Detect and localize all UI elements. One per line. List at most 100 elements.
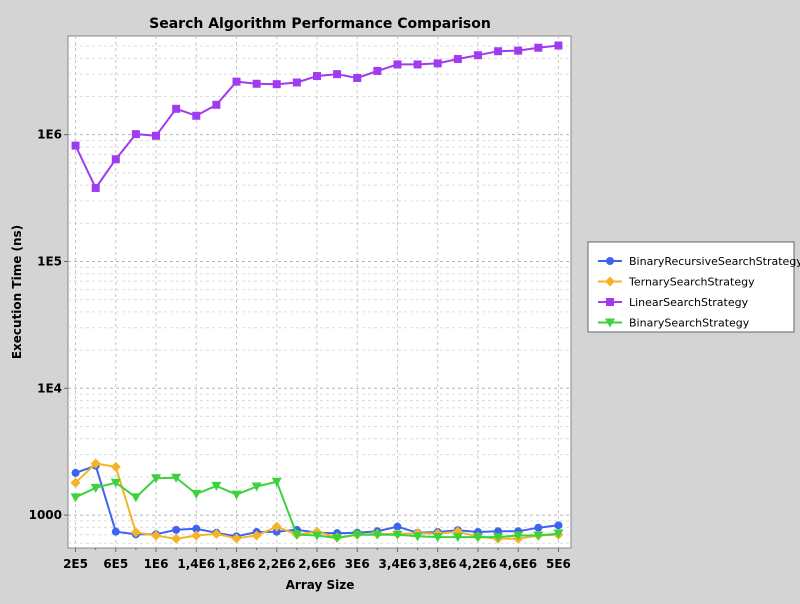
x-tick-label: 2,2E6 bbox=[258, 557, 296, 571]
data-point bbox=[251, 482, 262, 492]
data-point bbox=[271, 477, 282, 487]
data-point bbox=[71, 141, 80, 150]
y-tick-label: 1E6 bbox=[37, 128, 62, 142]
data-point bbox=[392, 530, 403, 540]
data-point bbox=[90, 458, 101, 469]
x-tick-label: 4,2E6 bbox=[459, 557, 497, 571]
data-point bbox=[212, 100, 221, 109]
data-point bbox=[130, 527, 141, 538]
data-point bbox=[211, 528, 222, 539]
data-point bbox=[513, 531, 524, 541]
legend-box bbox=[587, 241, 795, 333]
plot-area bbox=[67, 35, 572, 549]
data-point bbox=[472, 533, 483, 543]
data-point bbox=[494, 47, 503, 56]
y-axis-label: Execution Time (ns) bbox=[10, 225, 24, 359]
data-point bbox=[231, 533, 242, 544]
x-axis-label: Array Size bbox=[286, 578, 355, 592]
data-point bbox=[110, 461, 121, 472]
data-point bbox=[311, 531, 322, 541]
data-point bbox=[393, 522, 402, 531]
data-point bbox=[373, 66, 382, 75]
data-point bbox=[393, 60, 402, 69]
data-point bbox=[151, 474, 162, 484]
series-layer bbox=[70, 41, 564, 544]
legend-label: LinearSearchStrategy bbox=[629, 296, 749, 309]
data-point bbox=[554, 41, 563, 50]
y-tick-label: 1E5 bbox=[37, 254, 62, 268]
data-point bbox=[70, 477, 81, 488]
x-tick-label: 5E6 bbox=[546, 557, 571, 571]
x-tick-label: 6E5 bbox=[103, 557, 128, 571]
data-point bbox=[192, 111, 201, 120]
data-point bbox=[372, 530, 383, 540]
x-tick-label: 3,4E6 bbox=[379, 557, 417, 571]
data-point bbox=[473, 51, 482, 60]
data-point bbox=[534, 43, 543, 52]
data-point bbox=[191, 489, 202, 499]
legend-marker bbox=[605, 318, 615, 328]
x-tick-label: 4,6E6 bbox=[499, 557, 537, 571]
data-point bbox=[111, 527, 120, 536]
data-point bbox=[131, 130, 140, 139]
data-point bbox=[152, 131, 161, 140]
data-point bbox=[111, 155, 120, 164]
data-point bbox=[232, 77, 241, 86]
x-tick-label: 3E6 bbox=[345, 557, 370, 571]
data-point bbox=[70, 493, 81, 503]
data-point bbox=[211, 481, 222, 491]
data-point bbox=[553, 529, 564, 539]
data-point bbox=[332, 533, 343, 543]
data-point bbox=[192, 524, 201, 533]
legend-marker bbox=[605, 276, 615, 287]
data-point bbox=[251, 530, 262, 541]
data-point bbox=[90, 483, 101, 493]
legend: BinaryRecursiveSearchStrategy TernarySear… bbox=[587, 241, 800, 333]
x-tick-label: 2,6E6 bbox=[298, 557, 336, 571]
x-tick-label: 1,4E6 bbox=[177, 557, 215, 571]
data-point bbox=[130, 493, 141, 503]
data-point bbox=[412, 532, 423, 542]
data-point bbox=[534, 523, 543, 532]
data-point bbox=[171, 473, 182, 483]
y-tick-label: 1000 bbox=[29, 508, 62, 522]
legend-label: TernarySearchStrategy bbox=[628, 276, 755, 289]
x-tick-label: 1,8E6 bbox=[218, 557, 256, 571]
data-point bbox=[272, 80, 281, 89]
data-point bbox=[291, 530, 302, 540]
data-point bbox=[172, 525, 181, 534]
data-point bbox=[231, 490, 242, 500]
series-group bbox=[70, 473, 564, 543]
data-point bbox=[312, 72, 321, 81]
data-point bbox=[151, 530, 162, 541]
data-point bbox=[433, 59, 442, 68]
data-point bbox=[533, 531, 544, 541]
data-point bbox=[171, 533, 182, 544]
legend-marker bbox=[606, 257, 614, 265]
data-point bbox=[191, 530, 202, 541]
data-point bbox=[413, 60, 422, 69]
data-point bbox=[353, 73, 362, 82]
data-point bbox=[71, 468, 80, 477]
legend-label: BinaryRecursiveSearchStrategy bbox=[629, 255, 800, 268]
data-point bbox=[333, 70, 342, 79]
data-point bbox=[554, 521, 563, 530]
data-point bbox=[110, 478, 121, 488]
chart-title: Search Algorithm Performance Comparison bbox=[149, 16, 491, 32]
data-point bbox=[352, 530, 363, 540]
y-tick-label: 1E4 bbox=[37, 381, 62, 395]
series-group bbox=[71, 41, 563, 192]
x-tick-label: 3,8E6 bbox=[419, 557, 457, 571]
data-point bbox=[514, 46, 523, 55]
legend-label: BinarySearchStrategy bbox=[629, 317, 750, 330]
x-tick-label: 1E6 bbox=[144, 557, 169, 571]
legend-marker bbox=[606, 298, 614, 306]
data-point bbox=[493, 533, 504, 543]
data-point bbox=[172, 104, 181, 113]
x-tick-label: 2E5 bbox=[63, 557, 88, 571]
data-point bbox=[292, 78, 301, 87]
axes: 1000 1E4 1E5 1E6 2E5 6E5 1E6 1,4E6 1,8E6 2,2E6 2,6… bbox=[29, 128, 571, 571]
data-point bbox=[452, 533, 463, 543]
